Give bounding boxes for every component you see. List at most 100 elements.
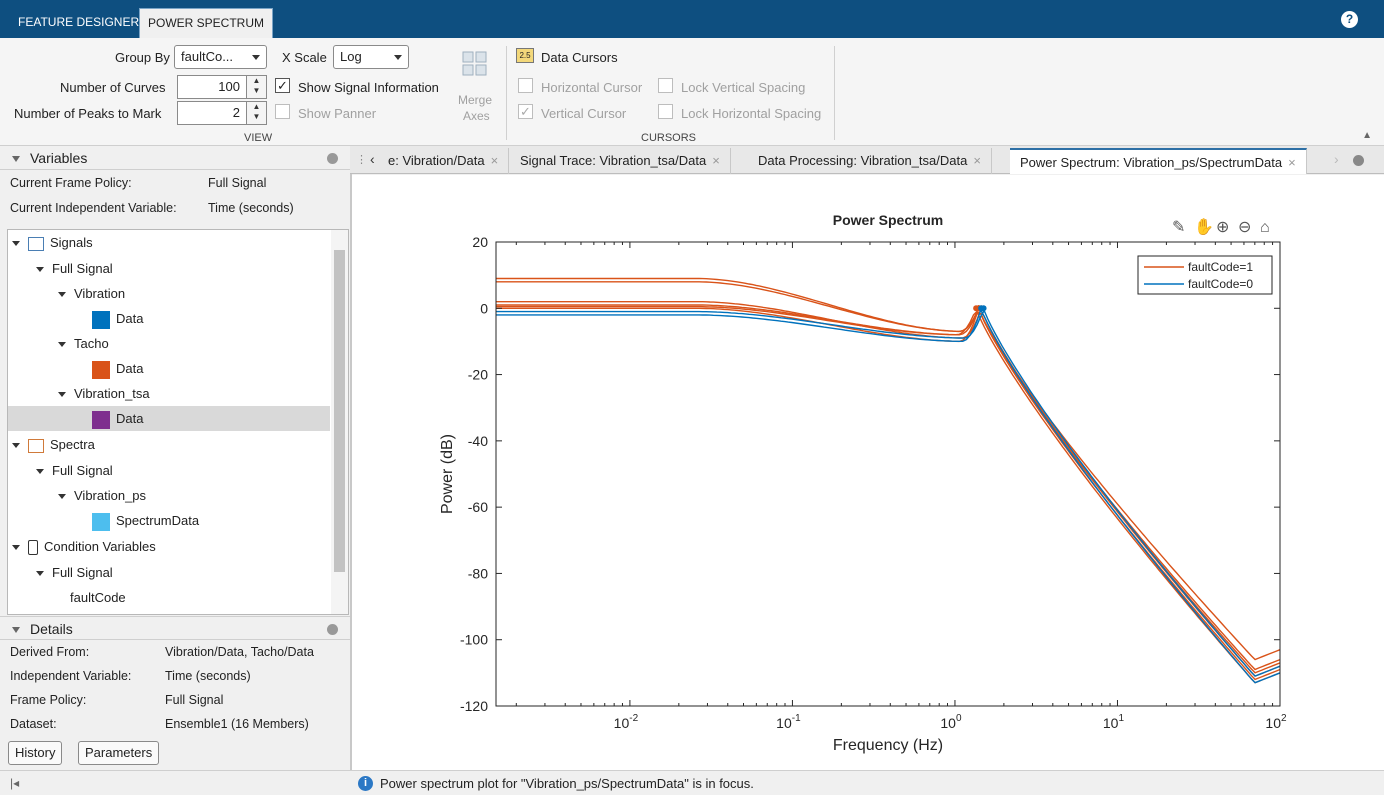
help-icon[interactable]: ? [1341, 11, 1358, 28]
details-independent-value: Time (seconds) [165, 669, 251, 683]
tab-data-processing[interactable]: Data Processing: Vibration_tsa/Data × [748, 148, 992, 174]
tree-node-vibration-tsa-data[interactable]: Data [92, 406, 143, 431]
show-signal-info-checkbox[interactable]: ✓ [275, 78, 290, 93]
panel-menu-icon[interactable] [327, 153, 338, 164]
legend: faultCode=1 faultCode=0 [1137, 255, 1273, 295]
axes-toolbar[interactable]: ✎ ✋ ⊕ ⊖ ⌂ [1172, 217, 1270, 236]
variables-header[interactable]: Variables [0, 146, 350, 170]
brush-icon: ✎ [1172, 219, 1185, 236]
tab-signal-trace[interactable]: Signal Trace: Vibration_tsa/Data × [510, 148, 731, 174]
spinner-arrows-icon[interactable]: ▲ ▼ [246, 76, 266, 98]
number-of-peaks-spinner[interactable]: 2 ▲ ▼ [177, 101, 267, 125]
show-panner-checkbox[interactable] [275, 104, 290, 119]
axes-box [495, 241, 1281, 707]
y-tick-label: -120 [460, 698, 488, 714]
color-swatch [92, 410, 110, 429]
chevron-right-icon[interactable]: › [1334, 151, 1339, 167]
merge-axes-icon[interactable] [462, 51, 488, 77]
expand-icon[interactable] [12, 241, 20, 247]
tree-node-tacho-data[interactable]: Data [92, 356, 143, 381]
details-independent-label: Independent Variable: [10, 669, 132, 683]
tree-node-vibration[interactable]: Vibration [58, 281, 125, 306]
tab-power-spectrum-doc[interactable]: Power Spectrum: Vibration_ps/SpectrumDat… [1010, 148, 1307, 174]
data-cursors-label[interactable]: Data Cursors [541, 50, 618, 65]
tab-feature-designer[interactable]: FEATURE DESIGNER [18, 15, 140, 29]
x-axis-label: Frequency (Hz) [833, 737, 943, 754]
scrollbar-thumb[interactable] [334, 250, 345, 572]
vertical-cursor-checkbox[interactable]: ✓ [518, 104, 533, 119]
collapse-toolstrip-icon[interactable]: ▲ [1362, 130, 1372, 141]
pan-icon: ✋ [1194, 217, 1214, 236]
tree-node-fault-code[interactable]: faultCode [70, 590, 126, 605]
tree-node-signals[interactable]: Signals [12, 230, 93, 255]
number-of-curves-spinner[interactable]: 100 ▲ ▼ [177, 75, 267, 99]
tab-vibration-data[interactable]: e: Vibration/Data × [378, 148, 510, 174]
collapse-icon[interactable] [12, 627, 20, 634]
panel-splitter[interactable] [350, 146, 352, 770]
spinner-arrows-icon[interactable]: ▲ ▼ [246, 102, 266, 124]
details-frame-policy-label: Frame Policy: [10, 693, 87, 707]
data-cursors-icon[interactable]: 2.5 [516, 48, 534, 63]
tree-node-vibration-ps[interactable]: Vibration_ps [58, 483, 146, 508]
tabs-menu-icon[interactable] [1353, 155, 1364, 166]
expand-icon[interactable] [58, 292, 66, 298]
tag-icon [28, 540, 38, 556]
y-tick-label: 0 [480, 300, 488, 316]
expand-icon[interactable] [36, 267, 44, 273]
expand-icon[interactable] [36, 469, 44, 475]
peak-marker [980, 305, 987, 312]
tab-grip-icon[interactable]: ⋮ [356, 154, 367, 166]
x-scale-label: X Scale [282, 50, 327, 65]
close-icon[interactable]: × [1288, 155, 1296, 170]
power-spectrum-chart[interactable]: 20 0 -20 -40 -60 -80 -100 -120 10-2 10-1 100 101 10… [352, 175, 1384, 770]
frame-policy-value: Full Signal [208, 176, 267, 190]
selected-row-highlight [8, 406, 330, 431]
collapse-left-icon[interactable]: |◂ [10, 776, 20, 790]
derived-from-label: Derived From: [10, 645, 90, 659]
tree-node-spectrum-data[interactable]: SpectrumData [92, 508, 199, 533]
info-icon: i [358, 776, 373, 791]
expand-icon[interactable] [12, 443, 20, 449]
tree-node-full-signal[interactable]: Full Signal [36, 458, 113, 483]
chevron-left-icon[interactable]: ‹ [370, 151, 375, 167]
tab-power-spectrum[interactable]: POWER SPECTRUM [139, 8, 274, 38]
y-tick-label: -20 [468, 367, 488, 383]
tree-node-vibration-tsa[interactable]: Vibration_tsa [58, 381, 150, 406]
group-by-label: Group By [115, 50, 170, 65]
tree-node-full-signal[interactable]: Full Signal [36, 256, 113, 281]
series-line [496, 304, 1281, 681]
tree-node-tacho[interactable]: Tacho [58, 331, 109, 356]
y-axis-label: Power (dB) [439, 434, 456, 514]
x-scale-dropdown[interactable]: Log [333, 45, 409, 69]
series-line [496, 305, 1281, 684]
expand-icon[interactable] [58, 342, 66, 348]
expand-icon[interactable] [58, 392, 66, 398]
status-bar: |◂ i Power spectrum plot for "Vibration_… [0, 770, 1384, 795]
toolstrip: Group By faultCo... X Scale Log Number o… [0, 38, 1384, 146]
collapse-icon[interactable] [12, 156, 20, 163]
lock-vertical-spacing-checkbox[interactable] [658, 78, 673, 93]
expand-icon[interactable] [36, 571, 44, 577]
tree-node-condition-variables[interactable]: Condition Variables [12, 534, 156, 559]
close-icon[interactable]: × [490, 153, 499, 168]
details-header[interactable]: Details [0, 616, 350, 640]
tree-node-spectra[interactable]: Spectra [12, 432, 95, 457]
expand-icon[interactable] [12, 545, 20, 551]
ribbon-divider [834, 46, 835, 140]
tree-node-full-signal[interactable]: Full Signal [36, 560, 113, 585]
expand-icon[interactable] [58, 494, 66, 500]
tree-node-vibration-data[interactable]: Data [92, 306, 143, 331]
panel-menu-icon[interactable] [327, 624, 338, 635]
tree-scrollbar[interactable] [331, 230, 348, 614]
group-by-dropdown[interactable]: faultCo... [174, 45, 267, 69]
series-line [496, 308, 1281, 684]
horizontal-cursor-checkbox[interactable] [518, 78, 533, 93]
ribbon-divider [506, 46, 507, 140]
parameters-button[interactable]: Parameters [78, 741, 160, 765]
legend-label: faultCode=1 [1188, 260, 1253, 274]
series-line [496, 307, 1281, 674]
history-button[interactable]: History [8, 741, 63, 765]
close-icon[interactable]: × [973, 153, 981, 168]
close-icon[interactable]: × [712, 153, 720, 168]
lock-horizontal-spacing-checkbox[interactable] [658, 104, 673, 119]
